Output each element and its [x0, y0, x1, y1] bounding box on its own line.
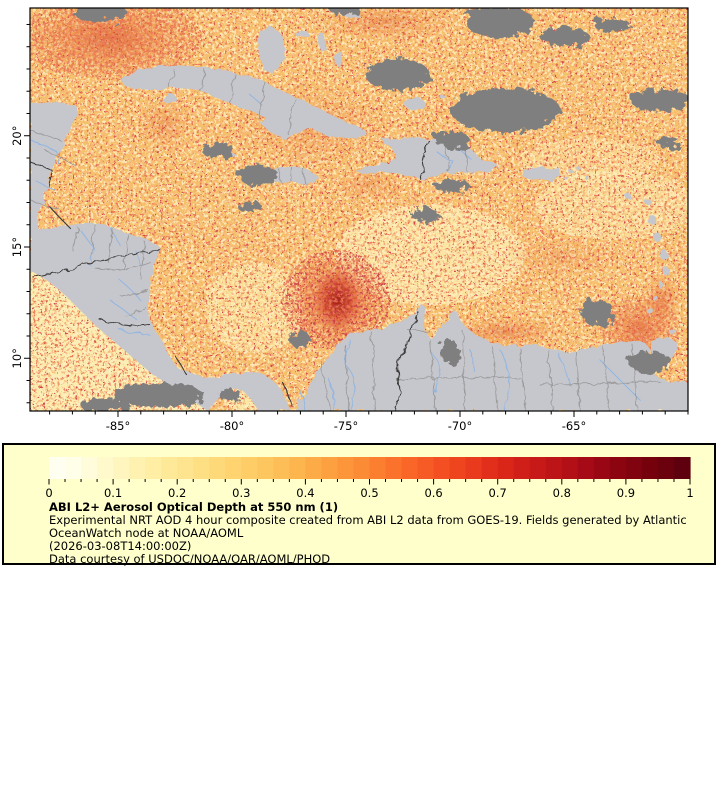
y-tick-label: 20°: [10, 126, 24, 146]
land-layer: [30, 12, 688, 411]
land-hispaniola: [356, 137, 499, 181]
colorbar-block: [449, 457, 467, 479]
y-tick-label: 10°: [10, 348, 24, 368]
colorbar-block: [289, 457, 306, 479]
colorbar-block: [81, 457, 98, 479]
colorbar-block: [673, 457, 691, 479]
legend-text: ABI L2+ Aerosol Optical Depth at 550 nm …: [49, 501, 699, 566]
colorbar-block: [433, 457, 451, 479]
legend-title: ABI L2+ Aerosol Optical Depth at 550 nm …: [49, 500, 339, 514]
colorbar-block: [625, 457, 643, 479]
colorbar-block: [241, 457, 258, 479]
colorbar-block: [561, 457, 579, 479]
admin-borders: [30, 69, 661, 411]
colorbar-block: [257, 457, 274, 479]
colorbar-block: [161, 457, 178, 479]
colorbar-tick-label: 0.5: [360, 486, 378, 500]
colorbar-tick-label: 0.8: [553, 486, 571, 500]
colorbar-block: [209, 457, 226, 479]
colorbar-block: [593, 457, 611, 479]
legend-timestamp: (2026-03-08T14:00:00Z): [49, 538, 192, 553]
colorbar-block: [337, 457, 355, 479]
legend-box: 0 0.1 0.2 0.3 0.4 0.5 0.6 0.7 0.8 0.9 1 ABI L2+ Ae…: [2, 443, 716, 565]
colorbar-block: [609, 457, 627, 479]
country-borders: [30, 139, 429, 411]
land-andros-bahamas: [258, 27, 285, 74]
colorbar-block: [385, 457, 403, 479]
map-frame: [29, 7, 689, 412]
colorbar-block: [577, 457, 595, 479]
x-tick-label: -65°: [562, 419, 587, 433]
colorbar-block: [401, 457, 419, 479]
colorbar-block: [497, 457, 515, 479]
map-linework: [30, 69, 661, 411]
aod-map: -85° -80° -75° -70° -65° 20° 15° 10°: [10, 7, 689, 433]
land-puerto-rico: [522, 167, 561, 180]
colorbar-block: [49, 457, 66, 479]
colorbar-block: [481, 457, 499, 479]
colorbar-block: [225, 457, 242, 479]
colorbar-block: [193, 457, 210, 479]
colorbar-block: [129, 457, 146, 479]
colorbar-block: [465, 457, 483, 479]
land-cuba: [120, 65, 367, 139]
legend-description-line2: OceanWatch node at NOAA/AOML: [49, 525, 244, 540]
colorbar-block: [657, 457, 675, 479]
colorbar-block: [97, 457, 114, 479]
x-tick-label: -85°: [106, 419, 131, 433]
colorbar-block: [417, 457, 435, 479]
colorbar-block: [369, 457, 387, 479]
colorbar-block: [545, 457, 563, 479]
colorbar-tick-label: 0.2: [168, 486, 186, 500]
colorbar-block: [305, 457, 323, 479]
colorbar-block: [529, 457, 547, 479]
colorbar: 0 0.1 0.2 0.3 0.4 0.5 0.6 0.7 0.8 0.9 1: [45, 457, 694, 500]
isla-juventud: [163, 94, 177, 104]
colorbar-block: [65, 457, 82, 479]
missing-data-cloud-layer: [72, 8, 688, 411]
land-south-america: [296, 304, 688, 411]
colorbar-tick-label: 0: [45, 486, 52, 500]
legend-description-line1: Experimental NRT AOD 4 hour composite cr…: [49, 512, 687, 527]
colorbar-block: [145, 457, 162, 479]
colorbar-tick-label: 0.1: [104, 486, 122, 500]
colorbar-tick-label: 0.3: [232, 486, 250, 500]
y-tick-label: 15°: [10, 237, 24, 257]
axes: -85° -80° -75° -70° -65° 20° 15° 10°: [10, 23, 689, 433]
legend-credit: Data courtesy of USDOC/NOAA/OAR/AOML/PHO…: [49, 551, 331, 566]
colorbar-block: [513, 457, 531, 479]
colorbar-block: [321, 457, 339, 479]
x-tick-label: -70°: [448, 419, 473, 433]
rivers: [30, 94, 641, 411]
colorbar-block: [113, 457, 130, 479]
colorbar-tick-label: 0.6: [424, 486, 442, 500]
colorbar-block: [273, 457, 290, 479]
map-plot-area: [30, 8, 688, 411]
colorbar-tick-label: 0.4: [296, 486, 314, 500]
x-tick-label: -75°: [334, 419, 359, 433]
colorbar-block: [177, 457, 194, 479]
colorbar-block: [641, 457, 659, 479]
colorbar-tick-label: 0.7: [489, 486, 507, 500]
aod-map-figure: -85° -80° -75° -70° -65° 20° 15° 10°: [10, 7, 689, 433]
colorbar-tick-label: 0.9: [617, 486, 635, 500]
colorbar-block: [353, 457, 371, 479]
land-central-america: [30, 103, 290, 411]
colorbar-tick-label: 1: [686, 486, 693, 500]
x-tick-label: -80°: [220, 419, 245, 433]
land-great-inagua: [405, 98, 425, 110]
